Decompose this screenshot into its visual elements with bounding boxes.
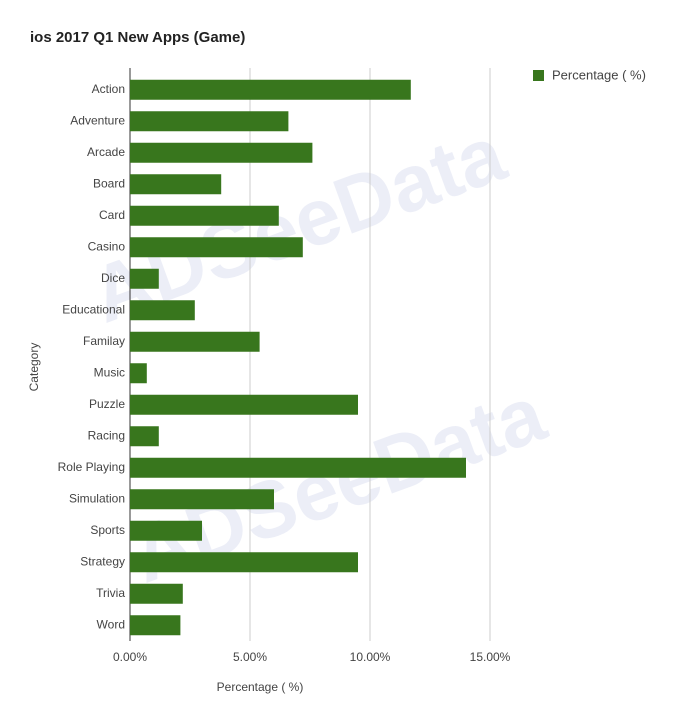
y-tick-label: Educational [62, 302, 125, 316]
y-tick-label: Board [93, 176, 125, 190]
x-axis-label: Percentage ( %) [217, 680, 304, 694]
bar [130, 79, 411, 100]
bar [130, 394, 358, 415]
bar [130, 583, 183, 604]
y-tick-label: Puzzle [89, 397, 125, 411]
bar [130, 331, 260, 352]
bar [130, 489, 274, 510]
bar [130, 552, 358, 573]
y-tick-label: Racing [88, 428, 125, 442]
bar [130, 268, 159, 289]
bar [130, 142, 313, 163]
bar [130, 520, 202, 541]
y-tick-label: Sports [90, 523, 125, 537]
legend-swatch [533, 70, 544, 81]
bar [130, 457, 466, 478]
y-tick-label: Role Playing [58, 460, 125, 474]
y-tick-label: Adventure [70, 113, 125, 127]
y-tick-label: Card [99, 208, 125, 222]
y-tick-label: Familay [83, 334, 125, 348]
y-tick-label: Strategy [80, 554, 125, 568]
bar [130, 237, 303, 258]
y-axis-label: Category [27, 343, 41, 392]
bar [130, 615, 181, 636]
y-tick-label: Word [97, 617, 125, 631]
y-tick-label: Dice [101, 271, 125, 285]
y-tick-label: Trivia [96, 586, 125, 600]
x-tick-label: 10.00% [350, 650, 391, 664]
bar [130, 205, 279, 226]
y-tick-label: Arcade [87, 145, 125, 159]
chart-title: ios 2017 Q1 New Apps (Game) [30, 29, 245, 46]
y-tick-label: Action [92, 82, 125, 96]
bar [130, 363, 147, 384]
y-tick-label: Simulation [69, 491, 125, 505]
y-tick-label: Casino [88, 239, 126, 253]
x-tick-label: 15.00% [470, 650, 511, 664]
legend-label: Percentage ( %) [552, 67, 646, 82]
bar [130, 300, 195, 321]
bar [130, 426, 159, 447]
x-tick-label: 5.00% [233, 650, 267, 664]
bar [130, 174, 222, 195]
x-tick-label: 0.00% [113, 650, 147, 664]
y-tick-label: Music [94, 365, 125, 379]
bar [130, 111, 289, 132]
